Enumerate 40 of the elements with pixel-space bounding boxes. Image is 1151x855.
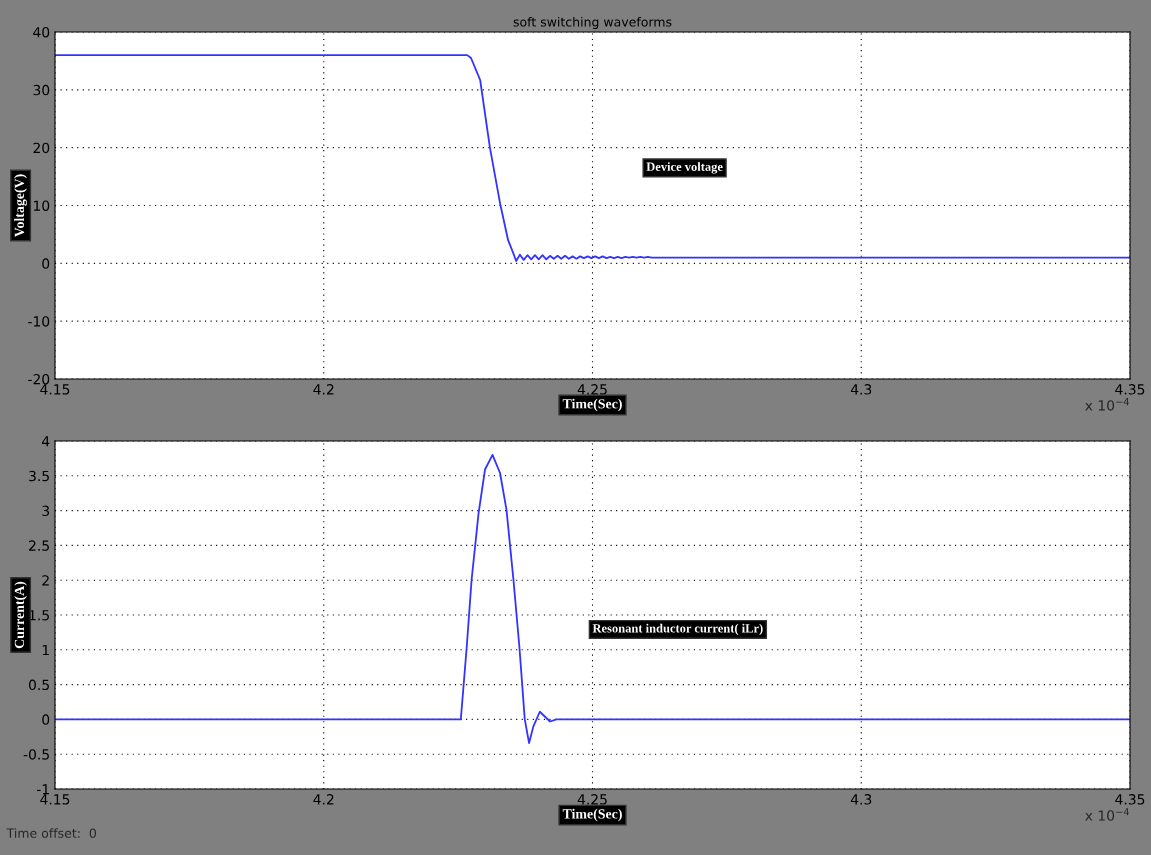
- y-tick-label: 20: [33, 142, 50, 154]
- x-tick-label: 4.3: [850, 384, 872, 395]
- y-tick-label: 30: [33, 84, 50, 96]
- y-tick-label: -10: [28, 316, 50, 327]
- text: x 10$^{−4}$: [1085, 808, 1129, 821]
- line-series: [55, 454, 1130, 744]
- x-axis-title: Time(Sec): [562, 398, 622, 412]
- y-tick-label: 3.5: [29, 470, 49, 482]
- x-tick-label: 4.15: [40, 794, 70, 805]
- x-tick-label: 4.2: [313, 384, 334, 395]
- y-tick-label: -1: [36, 784, 49, 795]
- y-tick-label: 2.5: [29, 540, 49, 551]
- text: x 10$^{−4}$: [1085, 398, 1129, 411]
- text: Time offset: 0: [6, 828, 97, 838]
- line-series: [55, 54, 1130, 262]
- y-axis-title: Voltage(V): [14, 174, 27, 238]
- y-tick-label: 0.5: [28, 679, 49, 691]
- text: Resonant inductor current( iLr): [592, 623, 763, 636]
- x-axis-title: Time(Sec): [562, 808, 622, 822]
- y-tick-label: 0: [42, 714, 50, 725]
- y-tick-label: 3: [42, 505, 50, 517]
- x-tick-label: 4.15: [40, 384, 70, 395]
- x-tick-label: 4.25: [577, 384, 607, 395]
- y-tick-label: 2: [42, 575, 49, 586]
- y-tick-label: -0.5: [23, 749, 49, 760]
- y-tick-label: 1: [42, 644, 49, 656]
- y-tick-label: 10: [33, 200, 50, 211]
- text: Device voltage: [646, 162, 723, 174]
- x-tick-label: 4.35: [1115, 794, 1145, 805]
- y-tick-label: 1.5: [29, 610, 49, 621]
- y-axis-title: Current(A): [14, 581, 27, 649]
- y-tick-label: 0: [42, 258, 50, 269]
- x-tick-label: 4.25: [577, 794, 607, 805]
- chart-title: soft switching waveforms: [513, 16, 672, 30]
- y-tick-label: 4: [41, 436, 50, 447]
- y-tick-label: 40: [33, 26, 50, 38]
- y-tick-label: -20: [28, 373, 50, 385]
- x-tick-label: 4.2: [313, 794, 334, 805]
- x-tick-label: 4.3: [850, 794, 872, 805]
- x-tick-label: 4.35: [1115, 384, 1145, 395]
